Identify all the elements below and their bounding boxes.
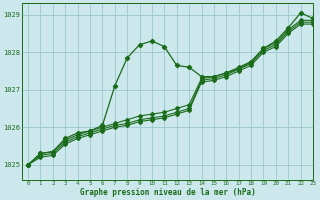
X-axis label: Graphe pression niveau de la mer (hPa): Graphe pression niveau de la mer (hPa) bbox=[80, 188, 255, 197]
